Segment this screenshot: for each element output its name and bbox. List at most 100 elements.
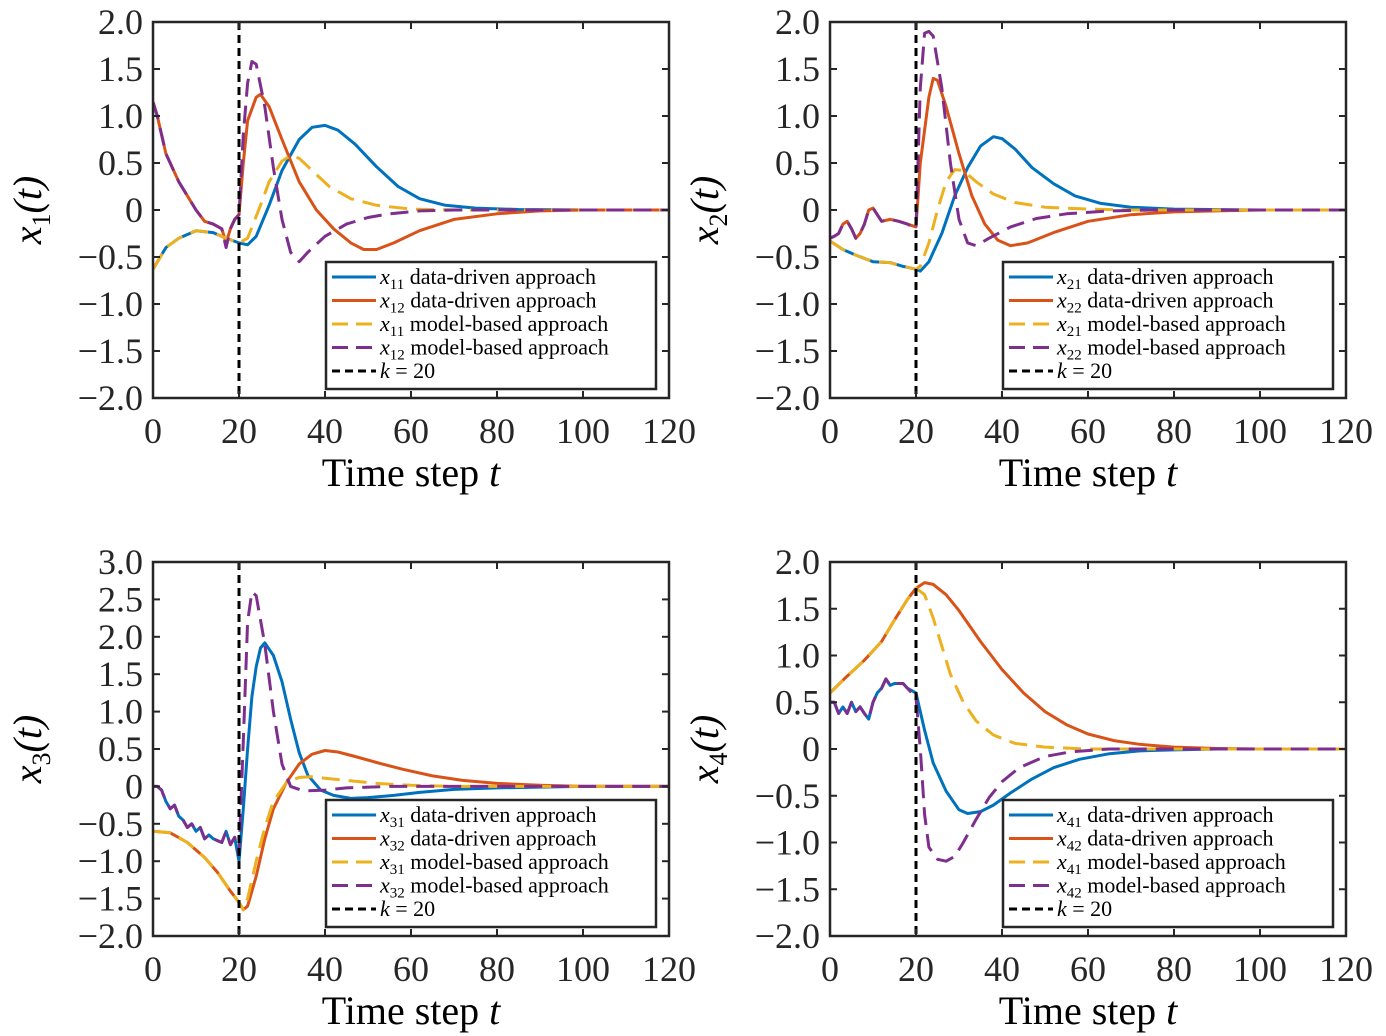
series-line-blue-solid bbox=[153, 123, 669, 270]
x-tick-label: 120 bbox=[642, 411, 696, 451]
x-tick-label: 40 bbox=[307, 411, 343, 451]
legend-label: x42 data-driven approach bbox=[1056, 826, 1274, 855]
legend-label: k = 20 bbox=[1057, 896, 1112, 921]
subplot-4: 0 20 40 60 80 100 120 2.0 1.5 1.0 0.5 0 −0.5 −1.0 −1.5… bbox=[682, 542, 1373, 1033]
x-tick-label: 20 bbox=[898, 949, 934, 989]
y-tick-label: −1.0 bbox=[78, 284, 143, 324]
series-line-orange-solid bbox=[830, 581, 1346, 751]
x-tick-label: 100 bbox=[556, 949, 610, 989]
legend-label: x21 data-driven approach bbox=[1056, 264, 1274, 293]
y-tick-label: −1.0 bbox=[755, 823, 820, 863]
series-line-purple-dashed bbox=[153, 590, 669, 856]
x-tick-label: 100 bbox=[556, 411, 610, 451]
x-tick-label: 120 bbox=[1319, 411, 1373, 451]
y-tick-label: 1.5 bbox=[98, 654, 143, 694]
y-tick-label: 1.0 bbox=[775, 636, 820, 676]
series-line-purple-dashed bbox=[830, 29, 1346, 248]
series-line-blue-solid bbox=[153, 641, 669, 863]
y-axis-label: x3(t) bbox=[5, 715, 56, 785]
x-tick-label: 80 bbox=[1156, 411, 1192, 451]
y-tick-label: 2.0 bbox=[775, 2, 820, 42]
x-tick-label: 100 bbox=[1233, 411, 1287, 451]
subplot-1: 0 20 40 60 80 100 120 2.0 1.5 1.0 0.5 0 −0.5 −1.0 −1.5… bbox=[5, 2, 696, 495]
legend-label: x42 model-based approach bbox=[1056, 873, 1286, 902]
x-tick-label: 20 bbox=[221, 949, 257, 989]
x-tick-label: 80 bbox=[479, 411, 515, 451]
y-tick-label: 1.5 bbox=[98, 49, 143, 89]
y-tick-label: −0.5 bbox=[755, 237, 820, 277]
legend-label: x11 data-driven approach bbox=[379, 264, 596, 293]
series-line-purple-dashed bbox=[153, 60, 669, 264]
y-tick-label: 1.0 bbox=[775, 96, 820, 136]
x-tick-label: 0 bbox=[144, 411, 162, 451]
series-line-yellow-dashed bbox=[153, 154, 669, 270]
y-tick-label: 0.5 bbox=[775, 682, 820, 722]
y-tick-label: −1.5 bbox=[755, 869, 820, 909]
y-tick-label: 1.0 bbox=[98, 96, 143, 136]
x-axis-label: Time step t bbox=[322, 988, 501, 1033]
x-tick-label: 120 bbox=[642, 949, 696, 989]
y-tick-label: −1.5 bbox=[78, 331, 143, 371]
y-tick-label: 1.5 bbox=[775, 589, 820, 629]
y-tick-label: 2.5 bbox=[98, 579, 143, 619]
x-tick-label: 80 bbox=[479, 949, 515, 989]
y-tick-label: 2.0 bbox=[98, 2, 143, 42]
series-line-orange-solid bbox=[830, 76, 1346, 248]
y-tick-label: 3.0 bbox=[98, 542, 143, 582]
series-line-blue-solid bbox=[830, 135, 1346, 273]
x-axis-label: Time step t bbox=[322, 450, 501, 495]
legend-label: x32 data-driven approach bbox=[379, 826, 597, 855]
y-tick-label: 0 bbox=[802, 190, 820, 230]
y-tick-label: −1.5 bbox=[78, 879, 143, 919]
x-tick-label: 40 bbox=[984, 411, 1020, 451]
y-tick-label: 0.5 bbox=[98, 729, 143, 769]
y-tick-label: −1.0 bbox=[755, 284, 820, 324]
y-tick-label: 0 bbox=[802, 729, 820, 769]
y-tick-label: −2.0 bbox=[78, 378, 143, 418]
legend-label: k = 20 bbox=[380, 896, 435, 921]
y-axis-label: x4(t) bbox=[682, 715, 733, 785]
legend-label: x32 model-based approach bbox=[379, 873, 609, 902]
y-tick-label: −2.0 bbox=[755, 916, 820, 956]
y-tick-label: −0.5 bbox=[755, 776, 820, 816]
series-line-yellow-dashed bbox=[830, 586, 1346, 751]
legend-label: x31 data-driven approach bbox=[379, 802, 597, 831]
legend-label: x22 model-based approach bbox=[1056, 335, 1286, 364]
y-tick-label: 0 bbox=[125, 766, 143, 806]
y-tick-label: 0 bbox=[125, 190, 143, 230]
x-tick-label: 20 bbox=[898, 411, 934, 451]
y-tick-label: 1.0 bbox=[98, 692, 143, 732]
legend-label: k = 20 bbox=[1057, 358, 1112, 383]
x-tick-label: 0 bbox=[821, 411, 839, 451]
y-axis-label: x2(t) bbox=[682, 176, 733, 246]
x-tick-label: 0 bbox=[144, 949, 162, 989]
legend-label: x12 model-based approach bbox=[379, 335, 609, 364]
x-tick-label: 60 bbox=[393, 949, 429, 989]
y-tick-label: −2.0 bbox=[755, 378, 820, 418]
y-tick-label: −1.5 bbox=[755, 331, 820, 371]
legend-box bbox=[1001, 798, 1335, 929]
x-axis-label: Time step t bbox=[999, 450, 1178, 495]
y-tick-label: 2.0 bbox=[98, 617, 143, 657]
x-axis-label: Time step t bbox=[999, 988, 1178, 1033]
y-tick-label: 2.0 bbox=[775, 542, 820, 582]
legend-label: x12 data-driven approach bbox=[379, 288, 597, 317]
x-tick-label: 40 bbox=[984, 949, 1020, 989]
y-tick-label: −0.5 bbox=[78, 804, 143, 844]
x-tick-label: 100 bbox=[1233, 949, 1287, 989]
x-tick-label: 60 bbox=[1070, 949, 1106, 989]
y-tick-label: −2.0 bbox=[78, 916, 143, 956]
legend-label: k = 20 bbox=[380, 358, 435, 383]
y-axis-label: x1(t) bbox=[5, 176, 56, 246]
series-line-blue-solid bbox=[830, 677, 1346, 815]
y-tick-label: −1.0 bbox=[78, 841, 143, 881]
y-tick-label: 1.5 bbox=[775, 49, 820, 89]
legend-label: x21 model-based approach bbox=[1056, 311, 1286, 340]
y-tick-label: −0.5 bbox=[78, 237, 143, 277]
y-tick-label: 0.5 bbox=[775, 143, 820, 183]
